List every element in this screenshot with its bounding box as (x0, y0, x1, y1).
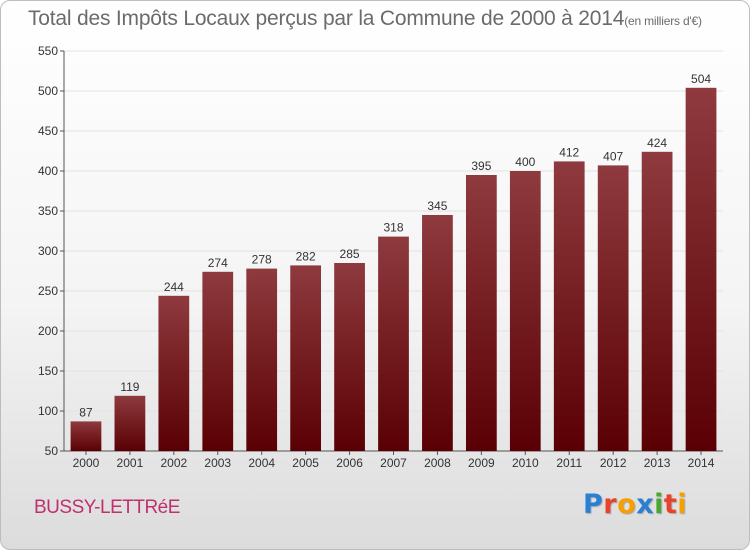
bar-2008 (422, 215, 453, 451)
value-label-2013: 424 (647, 136, 667, 150)
value-label-2008: 345 (427, 199, 447, 213)
logo-letter: r (603, 489, 618, 520)
x-tick-label-2013: 2013 (644, 456, 671, 470)
bar-2009 (465, 175, 497, 451)
bar-2002 (158, 295, 190, 451)
value-label-2010: 400 (515, 155, 535, 169)
y-tick-label: 50 (45, 444, 59, 458)
logo-letter: i (654, 489, 664, 520)
x-tick-label-2001: 2001 (117, 456, 144, 470)
x-tick-label-2002: 2002 (160, 456, 187, 470)
bar-2010 (509, 171, 541, 451)
y-tick-label: 400 (38, 164, 58, 178)
proxiti-logo: Proxiti (583, 489, 687, 520)
x-tick-label-2004: 2004 (248, 456, 275, 470)
bar-2007 (378, 236, 409, 451)
y-tick-label: 550 (38, 44, 58, 58)
y-tick-label: 250 (38, 284, 58, 298)
commune-name: BUSSY-LETTRéE (34, 497, 180, 518)
x-tick-label-2007: 2007 (380, 456, 407, 470)
bar-2000 (70, 421, 102, 451)
y-tick-label: 100 (38, 404, 58, 418)
y-tick-label: 150 (38, 364, 58, 378)
bars (70, 87, 717, 452)
value-label-2002: 244 (164, 280, 184, 294)
bar-2005 (290, 265, 322, 451)
value-label-2014: 504 (691, 72, 711, 86)
logo-letter: P (583, 489, 604, 520)
bar-2012 (597, 165, 629, 451)
logo-letter: x (636, 489, 655, 520)
x-tick-label-2008: 2008 (424, 456, 451, 470)
x-tick-label-2014: 2014 (688, 456, 715, 470)
bar-2006 (334, 263, 365, 451)
value-label-2001: 119 (120, 380, 139, 394)
y-tick-label: 200 (38, 324, 58, 338)
bar-2013 (641, 151, 673, 452)
logo-letter: o (617, 489, 637, 520)
y-tick-label: 500 (38, 84, 58, 98)
bar-2004 (246, 268, 278, 451)
value-label-2005: 282 (296, 249, 316, 263)
y-tick-label: 350 (38, 204, 58, 218)
y-tick-label: 450 (38, 124, 58, 138)
x-tick-label-2009: 2009 (468, 456, 495, 470)
chart-title: Total des Impôts Locaux perçus par la Co… (28, 7, 702, 31)
x-tick-label-2000: 2000 (73, 456, 100, 470)
value-label-2012: 407 (603, 149, 623, 163)
logo-letter: i (677, 489, 688, 520)
x-tick-label-2003: 2003 (204, 456, 231, 470)
x-tick-label-2006: 2006 (336, 456, 363, 470)
logo-letter: t (663, 489, 678, 520)
title-unit: (en milliers d'€) (624, 14, 702, 28)
title-text: Total des Impôts Locaux perçus par la Co… (28, 7, 625, 30)
labels: 50 100 150 200 250 300 350 400 450 500 550 87 2000 11… (38, 44, 715, 470)
bar-2001 (114, 395, 146, 451)
y-tick-label: 300 (38, 244, 58, 258)
bar-2014 (685, 87, 717, 452)
x-tick-label-2010: 2010 (512, 456, 539, 470)
value-label-2006: 285 (340, 247, 360, 261)
value-label-2000: 87 (79, 405, 93, 419)
value-label-2009: 395 (471, 159, 491, 173)
value-label-2007: 318 (383, 221, 403, 235)
x-tick-label-2011: 2011 (556, 456, 582, 470)
x-tick-label-2005: 2005 (292, 456, 319, 470)
value-label-2004: 278 (252, 253, 272, 267)
value-label-2003: 274 (208, 256, 228, 270)
bar-2003 (202, 271, 234, 451)
bar-2011 (553, 161, 585, 451)
x-tick-label-2012: 2012 (600, 456, 627, 470)
value-label-2011: 412 (559, 145, 579, 159)
